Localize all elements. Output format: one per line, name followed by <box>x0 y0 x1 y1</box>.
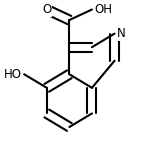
Text: OH: OH <box>94 3 112 16</box>
Text: HO: HO <box>4 68 22 81</box>
Text: N: N <box>117 27 126 40</box>
Text: O: O <box>42 3 51 16</box>
